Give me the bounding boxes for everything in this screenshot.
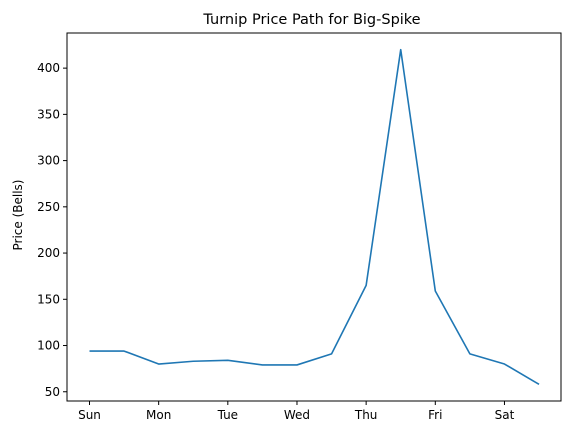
x-tick-label: Wed [284,408,310,422]
price-point [191,359,196,364]
price-point [537,382,542,387]
y-tick-label: 100 [37,339,60,353]
price-point [433,288,438,293]
chart-title: Turnip Price Path for Big-Spike [202,12,420,28]
x-tick-label: Sat [495,408,515,422]
price-point [294,362,299,367]
price-point [329,351,334,356]
y-tick-label: 200 [37,246,60,260]
x-tick-label: Mon [146,408,171,422]
x-tick-label: Tue [217,408,239,422]
y-tick-label: 350 [37,107,60,121]
price-point [122,349,127,354]
price-point [87,349,92,354]
y-tick-label: 150 [37,292,60,306]
price-point [467,351,472,356]
price-point [398,47,403,52]
plot-frame [66,32,562,402]
y-tick-label: 400 [37,61,60,75]
price-series-line [89,48,540,386]
y-tick-label: 300 [37,154,60,168]
price-point [156,362,161,367]
x-tick-label: Sun [78,408,101,422]
y-tick-label: 250 [37,200,60,214]
price-point [260,362,265,367]
x-tick-label: Fri [428,408,442,422]
price-point [364,283,369,288]
price-point [502,362,507,367]
y-tick-label: 50 [45,385,60,399]
price-point [225,358,230,363]
x-tick-label: Thu [354,408,378,422]
y-axis-label: Price (Bells) [11,180,25,251]
